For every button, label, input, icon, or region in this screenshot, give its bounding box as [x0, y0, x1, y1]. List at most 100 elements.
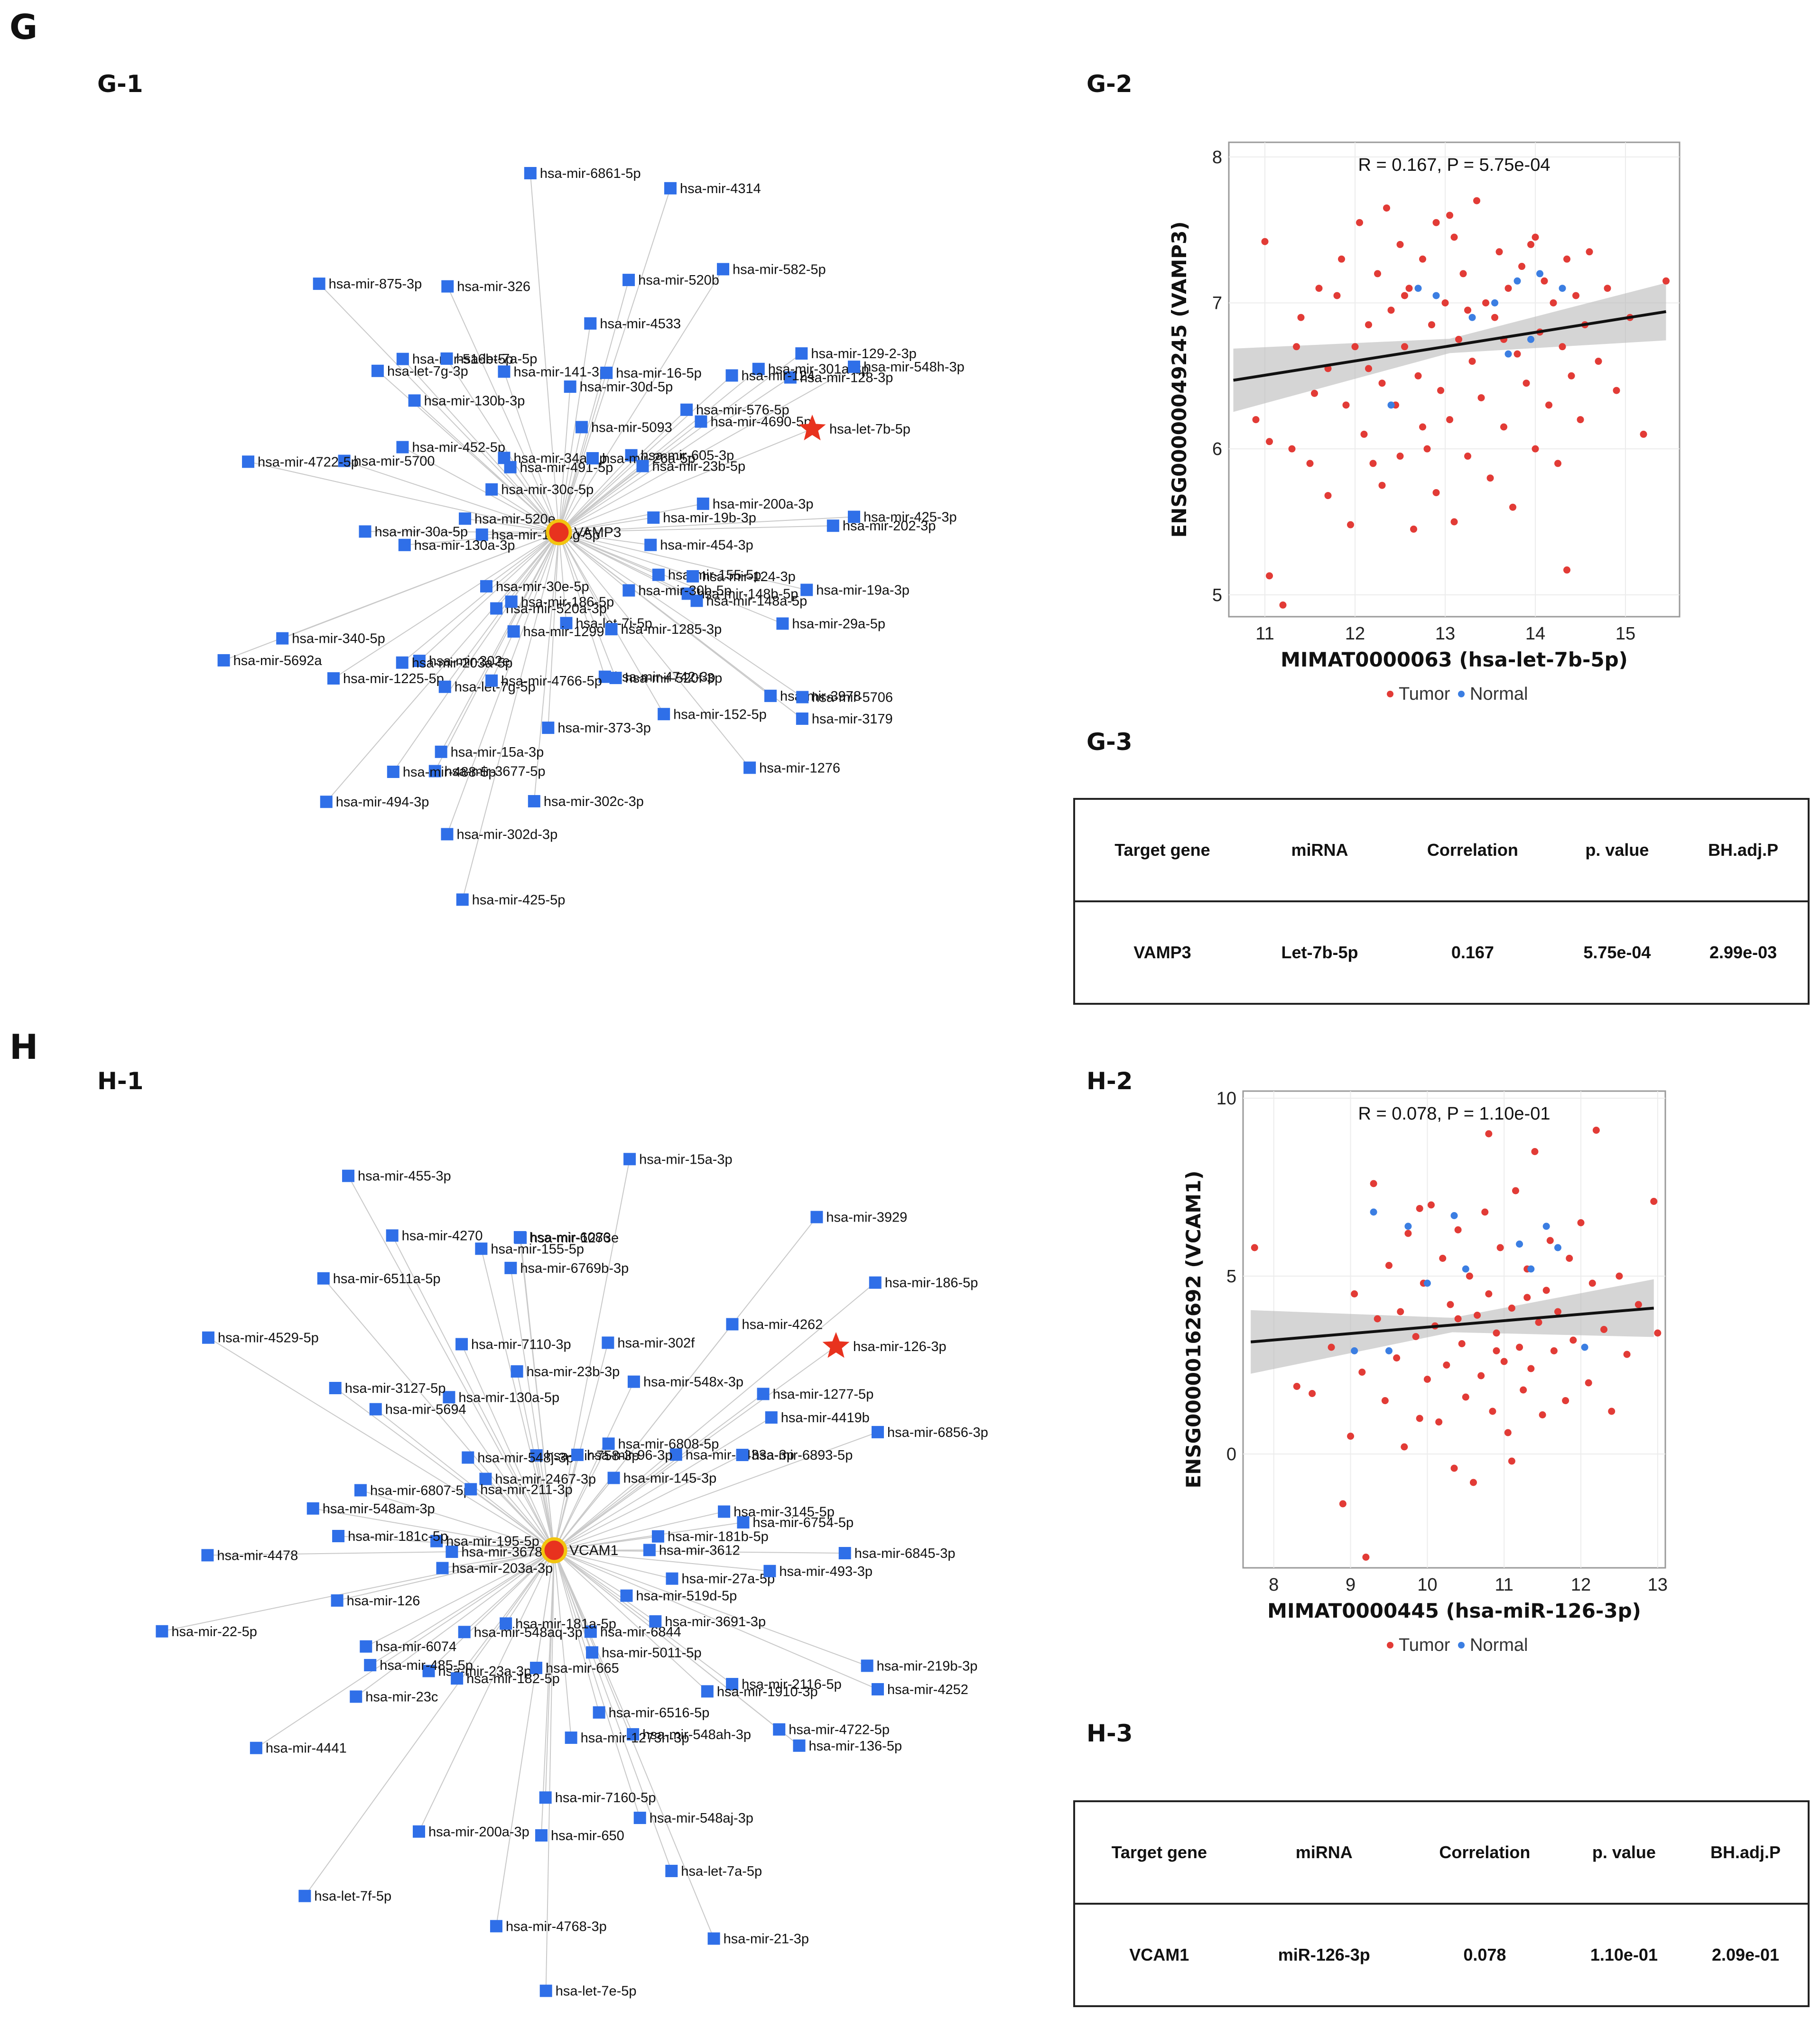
- node-square-icon: [524, 167, 537, 179]
- node-label: hsa-mir-3127-5p: [345, 1381, 446, 1396]
- node-label: hsa-mir-520f-3p: [625, 671, 723, 686]
- network-edge: [304, 1550, 555, 1897]
- data-point: [1412, 1333, 1420, 1340]
- mirna-node: hsa-mir-200a-3p: [413, 1824, 529, 1840]
- mirna-node: hsa-mir-29a-5p: [776, 616, 885, 631]
- mirna-node: hsa-mir-186-5p: [869, 1276, 978, 1291]
- mirna-node: hsa-mir-203a-3p: [436, 1561, 553, 1576]
- mirna-node: hsa-mir-186-5p: [505, 594, 614, 610]
- data-point: [1437, 387, 1444, 394]
- mirna-node: hsa-mir-3179: [796, 712, 893, 727]
- node-square-icon: [313, 278, 325, 290]
- data-point: [1401, 343, 1408, 351]
- mirna-node: hsa-mir-491-5p: [504, 460, 613, 475]
- data-point: [1358, 1369, 1366, 1376]
- data-point: [1324, 492, 1332, 500]
- node-square-icon: [464, 1483, 477, 1496]
- node-label: hsa-mir-548am-3p: [323, 1501, 435, 1517]
- network-edge: [402, 359, 559, 533]
- y-tick-label: 6: [1212, 439, 1222, 459]
- node-label: hsa-mir-4252: [887, 1682, 968, 1697]
- mirna-node: hsa-mir-3145-5p: [718, 1504, 835, 1519]
- x-tick-label: 11: [1495, 1575, 1513, 1595]
- node-square-icon: [217, 654, 230, 667]
- data-point: [1468, 314, 1476, 321]
- table-header: Target gene: [1074, 799, 1250, 902]
- mirna-node: hsa-mir-181c-5p: [332, 1529, 448, 1544]
- data-point: [1423, 1279, 1431, 1287]
- mirna-node: hsa-mir-130b-3p: [408, 393, 525, 408]
- mirna-node: hsa-mir-1273h-3p: [565, 1731, 689, 1746]
- data-point: [1450, 1464, 1458, 1472]
- node-square-icon: [507, 625, 520, 638]
- node-label: hsa-mir-605-3p: [641, 448, 734, 463]
- data-point: [1504, 1429, 1512, 1436]
- network-edge: [558, 427, 582, 533]
- node-square-icon: [443, 1391, 455, 1404]
- data-point: [1328, 1343, 1335, 1351]
- network-edge: [554, 1511, 724, 1551]
- network-edge: [355, 1550, 555, 1697]
- data-point: [1496, 1244, 1504, 1251]
- node-square-icon: [872, 1426, 884, 1438]
- data-point: [1554, 1244, 1561, 1251]
- data-point: [1342, 401, 1350, 409]
- network-edge: [333, 532, 559, 679]
- data-point: [1500, 423, 1507, 431]
- mirna-node: hsa-mir-6769b-3p: [504, 1261, 629, 1276]
- data-point: [1527, 1365, 1535, 1372]
- data-point: [1404, 1222, 1412, 1230]
- correlation-stat: R = 0.078, P = 1.10e-01: [1358, 1104, 1551, 1124]
- mirna-node: hsa-mir-6893-5p: [736, 1448, 853, 1463]
- network-edge: [448, 1397, 555, 1551]
- node-square-icon: [664, 182, 677, 194]
- gridlines: [1229, 142, 1680, 617]
- mirna-node: hsa-mir-19b-3p: [647, 510, 756, 526]
- node-label: hsa-mir-340-5p: [292, 631, 385, 647]
- data-point: [1504, 285, 1512, 292]
- network-edge: [456, 1550, 555, 1679]
- mirna-node: hsa-mir-548aq-3p: [458, 1625, 583, 1640]
- network-edge: [520, 1238, 555, 1551]
- node-square-icon: [396, 656, 409, 669]
- network-edge: [256, 1550, 555, 1749]
- node-label: hsa-mir-4768-3p: [506, 1919, 607, 1934]
- node-label: hsa-mir-202-3p: [843, 519, 936, 534]
- node-label: hsa-mir-148b-5p: [697, 586, 799, 602]
- network-edge: [446, 532, 559, 834]
- node-label: hsa-let-7a-5p: [456, 352, 537, 367]
- data-point: [1546, 1237, 1554, 1244]
- node-square-icon: [396, 352, 409, 365]
- legend-marker-icon: [1387, 691, 1393, 697]
- network-edge: [558, 532, 693, 577]
- legend: Tumor Normal: [1387, 684, 1528, 704]
- data-point: [1569, 1336, 1577, 1344]
- node-label: hsa-mir-758-3p: [546, 1448, 640, 1463]
- mirna-node: hsa-mir-2116-5p: [726, 1677, 842, 1692]
- node-square-icon: [718, 1505, 731, 1518]
- data-point: [1464, 306, 1471, 314]
- data-point: [1416, 1205, 1423, 1212]
- mirna-node: hsa-mir-493-3p: [763, 1564, 873, 1579]
- node-square-icon: [317, 1272, 330, 1285]
- network-edge: [434, 532, 559, 771]
- subpanel-label-g2: G-2: [1086, 70, 1133, 98]
- data-point: [1514, 350, 1521, 358]
- node-label: hsa-mir-186-5p: [885, 1276, 978, 1291]
- data-point: [1401, 292, 1408, 299]
- mirna-node: hsa-mir-3691-3p: [649, 1614, 766, 1630]
- series-tumor: [1251, 1127, 1662, 1561]
- y-tick-label: 8: [1212, 148, 1222, 167]
- network-edge: [558, 377, 791, 533]
- data-point: [1508, 1457, 1515, 1465]
- data-point: [1351, 1347, 1358, 1354]
- data-point: [1293, 343, 1300, 351]
- node-square-icon: [436, 1562, 449, 1574]
- mirna-node: hsa-mir-548h-3p: [848, 360, 965, 375]
- data-point: [1396, 453, 1404, 460]
- node-square-icon: [586, 452, 599, 465]
- node-label: hsa-mir-211-3p: [480, 1482, 572, 1497]
- node-label: hsa-mir-4722-5p: [789, 1722, 890, 1738]
- mirna-node: hsa-mir-548j-3p: [462, 1450, 574, 1465]
- mirna-node: hsa-mir-148a-5p: [690, 593, 807, 609]
